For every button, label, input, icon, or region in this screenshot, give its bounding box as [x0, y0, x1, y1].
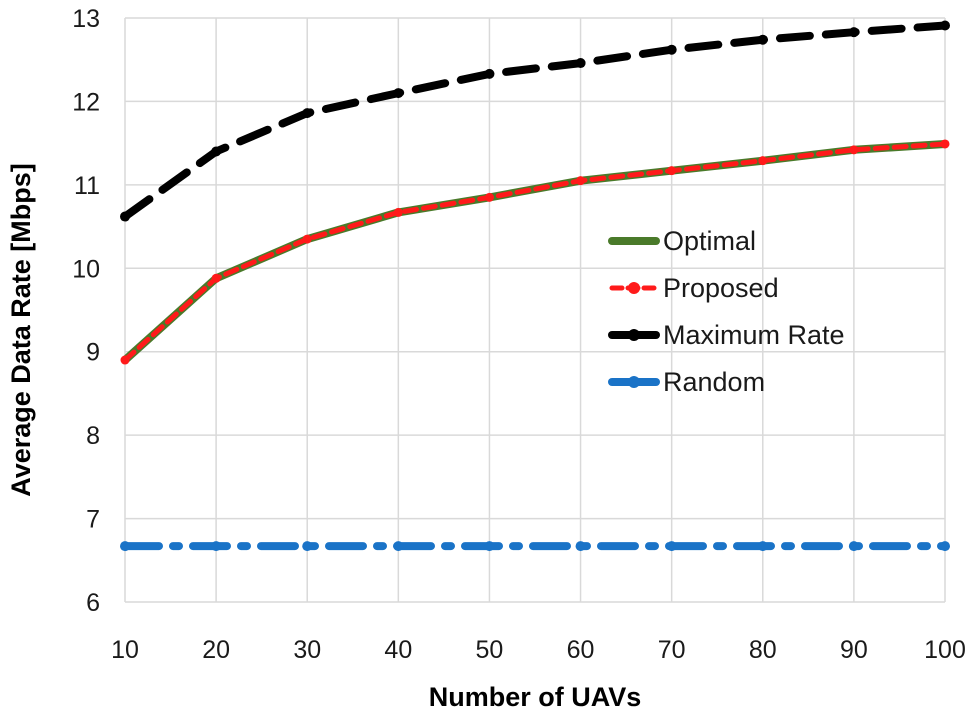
- x-tick-label: 60: [567, 636, 595, 664]
- x-tick-label: 30: [293, 636, 321, 664]
- series-marker-3: [575, 541, 586, 552]
- series-marker-1: [484, 192, 494, 202]
- x-tick-label: 10: [111, 636, 139, 664]
- series-marker-1: [393, 207, 403, 217]
- series-line-2: [121, 21, 949, 221]
- x-tick-label: 20: [202, 636, 230, 664]
- series-marker-1: [576, 176, 586, 186]
- x-tick-label: 70: [658, 636, 686, 664]
- series-marker-3: [302, 541, 313, 552]
- series-marker-2: [848, 27, 859, 38]
- series-marker-3: [757, 541, 768, 552]
- series-marker-3: [211, 541, 222, 552]
- y-axis-title: Average Data Rate [Mbps]: [6, 163, 36, 497]
- series-marker-3: [666, 541, 677, 552]
- series-lines: [120, 20, 950, 552]
- legend-label: Random: [663, 367, 765, 397]
- series-marker-2: [302, 108, 313, 119]
- series-marker-1: [758, 156, 768, 166]
- series-marker-2: [211, 146, 222, 157]
- series-marker-2: [484, 68, 495, 79]
- series-marker-3: [484, 541, 495, 552]
- series-marker-3: [940, 541, 950, 552]
- series-marker-1: [120, 355, 130, 365]
- x-tick-label: 40: [384, 636, 412, 664]
- legend-marker: [628, 329, 640, 341]
- series-marker-2: [757, 34, 768, 45]
- x-axis-ticks: 10 20 30 40 50 60 70 80 90 100: [111, 636, 966, 664]
- y-tick-label: 6: [86, 589, 100, 617]
- series-marker-2: [575, 58, 586, 69]
- legend-marker: [628, 282, 640, 294]
- series-marker-1: [940, 139, 950, 149]
- series-line-1: [122, 141, 948, 363]
- y-tick-label: 10: [72, 255, 100, 283]
- series-marker-2: [120, 211, 130, 222]
- y-tick-label: 12: [72, 88, 100, 116]
- series-marker-2: [666, 44, 677, 55]
- series-marker-1: [849, 145, 859, 155]
- y-tick-label: 9: [86, 339, 100, 367]
- series-marker-2: [393, 88, 404, 99]
- x-tick-label: 100: [924, 636, 966, 664]
- grid: [124, 17, 946, 603]
- x-tick-label: 90: [840, 636, 868, 664]
- y-tick-label: 7: [86, 506, 100, 534]
- legend-label: Proposed: [663, 273, 779, 303]
- y-tick-label: 13: [72, 5, 100, 33]
- series-marker-3: [393, 541, 404, 552]
- legend-label: Optimal: [663, 226, 756, 256]
- x-axis-title: Number of UAVs: [429, 682, 642, 712]
- legend: Optimal Proposed Maximum Rate Random: [608, 226, 845, 397]
- series-marker-3: [848, 541, 859, 552]
- y-tick-label: 8: [86, 422, 100, 450]
- series-marker-2: [940, 20, 950, 31]
- series-marker-1: [667, 166, 677, 176]
- series-marker-3: [120, 541, 130, 552]
- x-tick-label: 80: [749, 636, 777, 664]
- legend-marker: [628, 376, 640, 388]
- y-axis-ticks: 6 7 8 9 10 11 12 13: [72, 5, 100, 617]
- legend-label: Maximum Rate: [663, 320, 845, 350]
- series-marker-1: [211, 273, 221, 283]
- y-tick-label: 11: [74, 172, 100, 200]
- x-tick-label: 50: [476, 636, 504, 664]
- series-marker-1: [302, 234, 312, 244]
